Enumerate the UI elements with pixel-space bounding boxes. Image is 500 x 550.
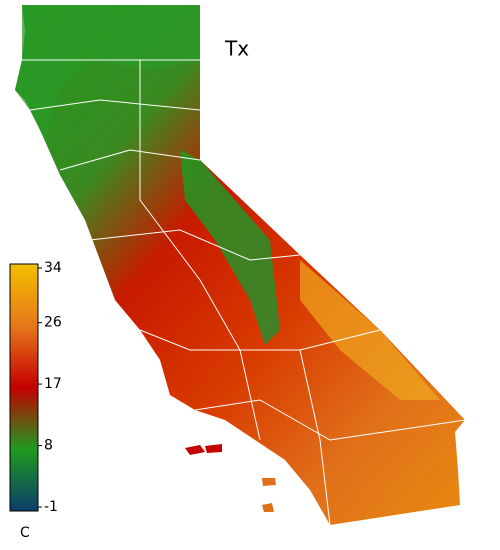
colorbar-tick-label: 26	[44, 315, 62, 331]
colorbar-tick-label: -1	[44, 499, 58, 515]
island	[262, 503, 274, 512]
map-title: Tx	[224, 37, 249, 61]
colorbar-tick-label: 34	[44, 260, 62, 276]
county-lines	[22, 59, 466, 526]
colorbar-scale	[9, 263, 39, 512]
north-green	[15, 5, 200, 140]
colorbar-unit: C	[20, 525, 30, 541]
island	[185, 445, 205, 455]
colorbar: -1 8 17 26 34 C	[9, 260, 62, 541]
island	[205, 444, 222, 453]
island	[262, 478, 276, 486]
desert-yellow	[300, 260, 440, 400]
colorbar-tick-label: 17	[44, 376, 62, 392]
california-map	[15, 5, 466, 526]
colorbar-tick-label: 8	[44, 438, 53, 454]
sierra-green	[180, 150, 280, 345]
